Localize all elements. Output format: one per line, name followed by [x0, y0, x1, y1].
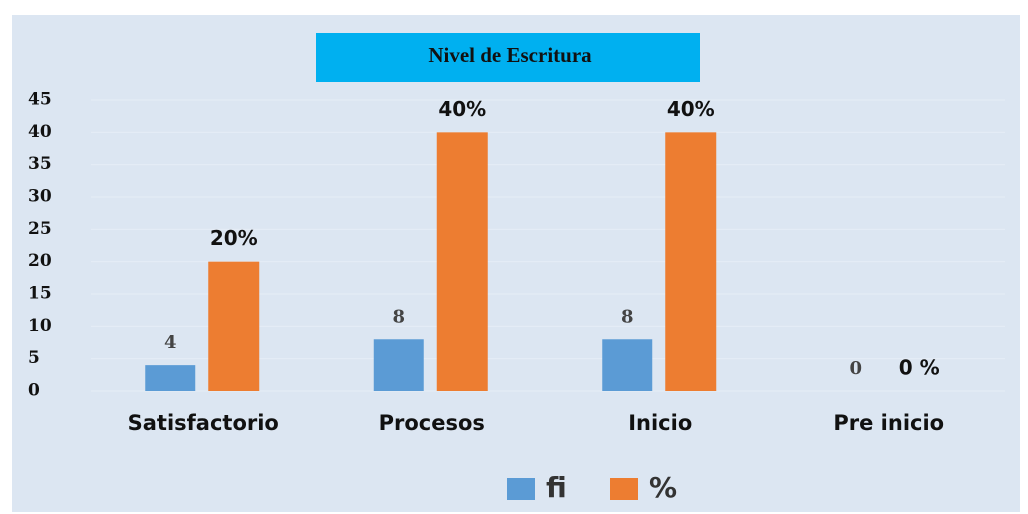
x-tick-label: Pre inicio [833, 411, 944, 435]
y-tick-label: 45 [28, 90, 52, 110]
y-tick-label: 0 [28, 381, 40, 401]
bar [145, 365, 196, 391]
data-label: 8 [392, 306, 405, 327]
y-tick-label: 15 [28, 284, 52, 304]
bar [373, 339, 424, 391]
y-tick-label: 30 [28, 187, 52, 207]
y-tick-label: 20 [28, 251, 52, 271]
legend-label: % [649, 471, 677, 504]
y-tick-label: 10 [28, 316, 52, 336]
y-tick-label: 40 [28, 122, 52, 142]
legend-swatch [507, 478, 535, 500]
data-label: 40% [438, 97, 486, 121]
data-label: 20% [210, 226, 258, 250]
chart-background [12, 15, 1020, 512]
data-label: 0 [849, 358, 862, 379]
data-label: 4 [164, 332, 177, 353]
bar [602, 339, 653, 391]
x-tick-label: Satisfactorio [128, 411, 279, 435]
y-tick-label: 25 [28, 219, 52, 239]
bar [208, 261, 260, 391]
chart-title: Nivel de Escritura [428, 43, 592, 67]
x-tick-label: Procesos [379, 411, 485, 435]
title-box [316, 33, 700, 82]
data-label: 0 % [899, 356, 940, 380]
bar [665, 132, 717, 392]
data-label: 8 [621, 306, 634, 327]
legend-swatch [610, 478, 638, 500]
bar [436, 132, 488, 392]
y-tick-label: 5 [28, 348, 40, 368]
y-tick-label: 35 [28, 154, 52, 174]
x-tick-label: Inicio [628, 411, 692, 435]
legend-label: fi [546, 471, 567, 504]
data-label: 40% [667, 97, 715, 121]
